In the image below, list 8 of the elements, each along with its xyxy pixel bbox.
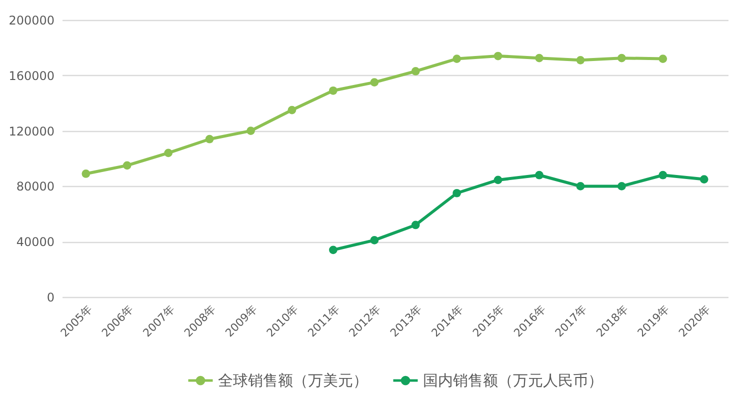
y-tick-label: 120000 (8, 124, 54, 138)
legend-label: 全球销售额（万美元） (218, 372, 368, 390)
y-tick-label: 0 (46, 290, 54, 304)
y-tick-label: 160000 (8, 68, 54, 83)
y-tick-label: 40000 (16, 235, 54, 250)
legend-label: 国内销售额（万元人民币） (423, 372, 603, 390)
y-tick-label: 200000 (8, 14, 54, 28)
y-tick-label: 80000 (16, 180, 54, 194)
